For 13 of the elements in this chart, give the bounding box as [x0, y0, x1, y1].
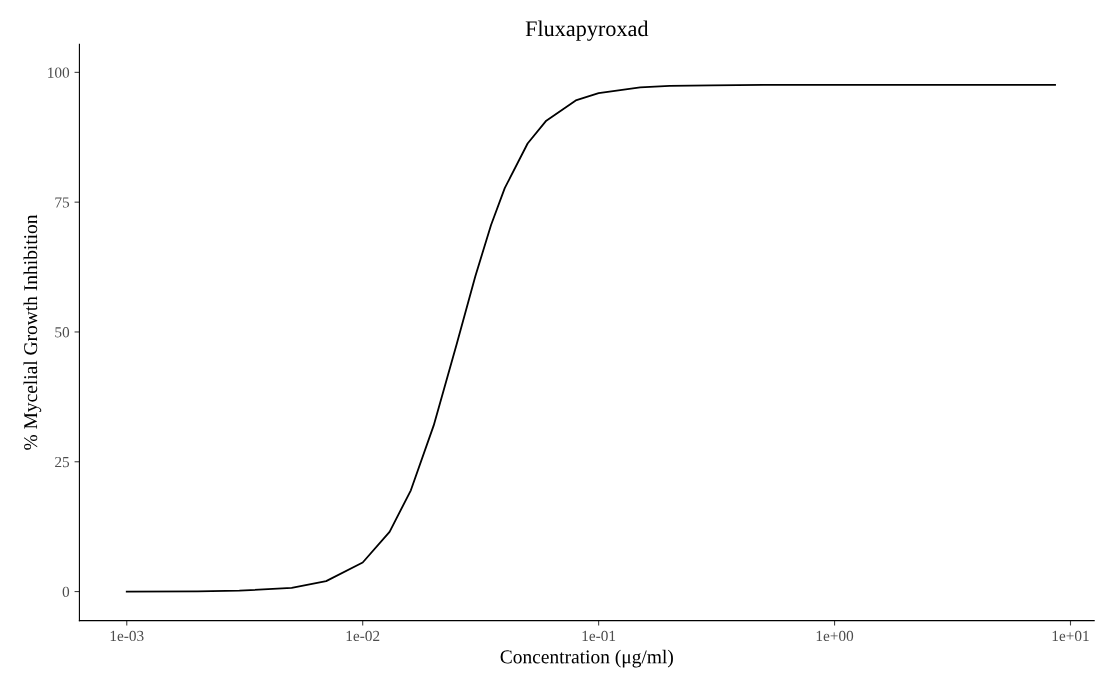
x-tick-label: 1e-01 — [582, 630, 616, 642]
y-tick-label: 75 — [55, 197, 70, 208]
x-axis-title: Concentration (μg/ml) — [500, 649, 673, 668]
x-tick-label: 1e-02 — [346, 630, 380, 642]
y-tick-label: 100 — [48, 67, 70, 78]
x-tick-label: 1e-03 — [110, 630, 144, 642]
chart-title: Fluxapyroxad — [525, 20, 649, 41]
y-tick-label: 0 — [62, 586, 70, 597]
x-tick-label: 1e+00 — [816, 630, 854, 642]
y-axis-title: % Mycelial Growth Inhibition — [23, 214, 42, 450]
y-tick-label: 50 — [55, 327, 70, 338]
y-tick-label: 25 — [55, 456, 70, 468]
x-tick-label: 1e+01 — [1052, 630, 1089, 642]
